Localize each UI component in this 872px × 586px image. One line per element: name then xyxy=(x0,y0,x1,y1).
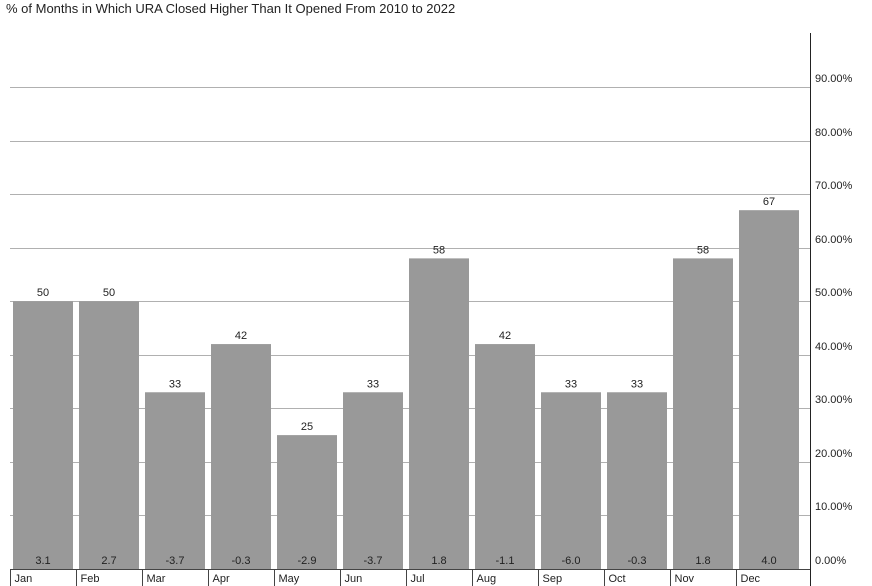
x-tick-label-aug: Aug xyxy=(477,573,497,585)
y-tick-label-40: 40.00% xyxy=(815,341,853,353)
chart-title: % of Months in Which URA Closed Higher T… xyxy=(6,1,456,16)
bar-jun xyxy=(343,392,403,569)
bar-value-label-may: 25 xyxy=(301,421,313,433)
x-tick-label-jun: Jun xyxy=(345,573,363,585)
bar-value-label-jan: 50 xyxy=(37,287,49,299)
x-tick-label-nov: Nov xyxy=(675,573,695,585)
y-tick-label-10: 10.00% xyxy=(815,501,853,513)
y-tick-label-50: 50.00% xyxy=(815,287,853,299)
bar-oct xyxy=(607,392,667,569)
bar-bottom-label-oct: -0.3 xyxy=(628,555,647,567)
bar-value-label-mar: 33 xyxy=(169,378,181,390)
bar-bottom-label-jan: 3.1 xyxy=(35,555,50,567)
x-tick-label-mar: Mar xyxy=(147,573,166,585)
y-tick-label-90: 90.00% xyxy=(815,73,853,85)
bar-apr xyxy=(211,344,271,569)
y-tick-label-20: 20.00% xyxy=(815,448,853,460)
bar-bottom-label-feb: 2.7 xyxy=(101,555,116,567)
bar-bottom-label-dec: 4.0 xyxy=(761,555,776,567)
bar-bottom-label-nov: 1.8 xyxy=(695,555,710,567)
bar-bottom-label-jun: -3.7 xyxy=(364,555,383,567)
bar-dec xyxy=(739,210,799,569)
bar-mar xyxy=(145,392,205,569)
bar-aug xyxy=(475,344,535,569)
bar-value-label-dec: 67 xyxy=(763,196,775,208)
bar-jan xyxy=(13,301,73,569)
x-tick-label-dec: Dec xyxy=(741,573,761,585)
x-tick-label-jul: Jul xyxy=(411,573,425,585)
bar-value-label-feb: 50 xyxy=(103,287,115,299)
y-tick-label-30: 30.00% xyxy=(815,394,853,406)
bar-value-label-apr: 42 xyxy=(235,330,247,342)
bar-value-label-oct: 33 xyxy=(631,378,643,390)
bar-value-label-sep: 33 xyxy=(565,378,577,390)
bar-sep xyxy=(541,392,601,569)
y-tick-label-70: 70.00% xyxy=(815,180,853,192)
bar-nov xyxy=(673,258,733,569)
x-tick-label-sep: Sep xyxy=(543,573,563,585)
y-tick-label-60: 60.00% xyxy=(815,234,853,246)
x-tick-label-may: May xyxy=(279,573,300,585)
bar-bottom-label-sep: -6.0 xyxy=(562,555,581,567)
bar-may xyxy=(277,435,337,569)
bar-bottom-label-jul: 1.8 xyxy=(431,555,446,567)
bar-jul xyxy=(409,258,469,569)
bar-value-label-nov: 58 xyxy=(697,244,709,256)
bar-value-label-jun: 33 xyxy=(367,378,379,390)
bar-value-label-jul: 58 xyxy=(433,244,445,256)
bar-bottom-label-aug: -1.1 xyxy=(496,555,515,567)
y-tick-label-0: 0.00% xyxy=(815,555,846,567)
x-tick-label-oct: Oct xyxy=(609,573,626,585)
y-tick-label-80: 80.00% xyxy=(815,127,853,139)
bar-bottom-label-apr: -0.3 xyxy=(232,555,251,567)
x-tick-label-jan: Jan xyxy=(15,573,33,585)
bar-feb xyxy=(79,301,139,569)
bar-value-label-aug: 42 xyxy=(499,330,511,342)
bar-bottom-label-mar: -3.7 xyxy=(166,555,185,567)
bar-bottom-label-may: -2.9 xyxy=(298,555,317,567)
x-tick-label-feb: Feb xyxy=(81,573,100,585)
x-tick-label-apr: Apr xyxy=(213,573,230,585)
